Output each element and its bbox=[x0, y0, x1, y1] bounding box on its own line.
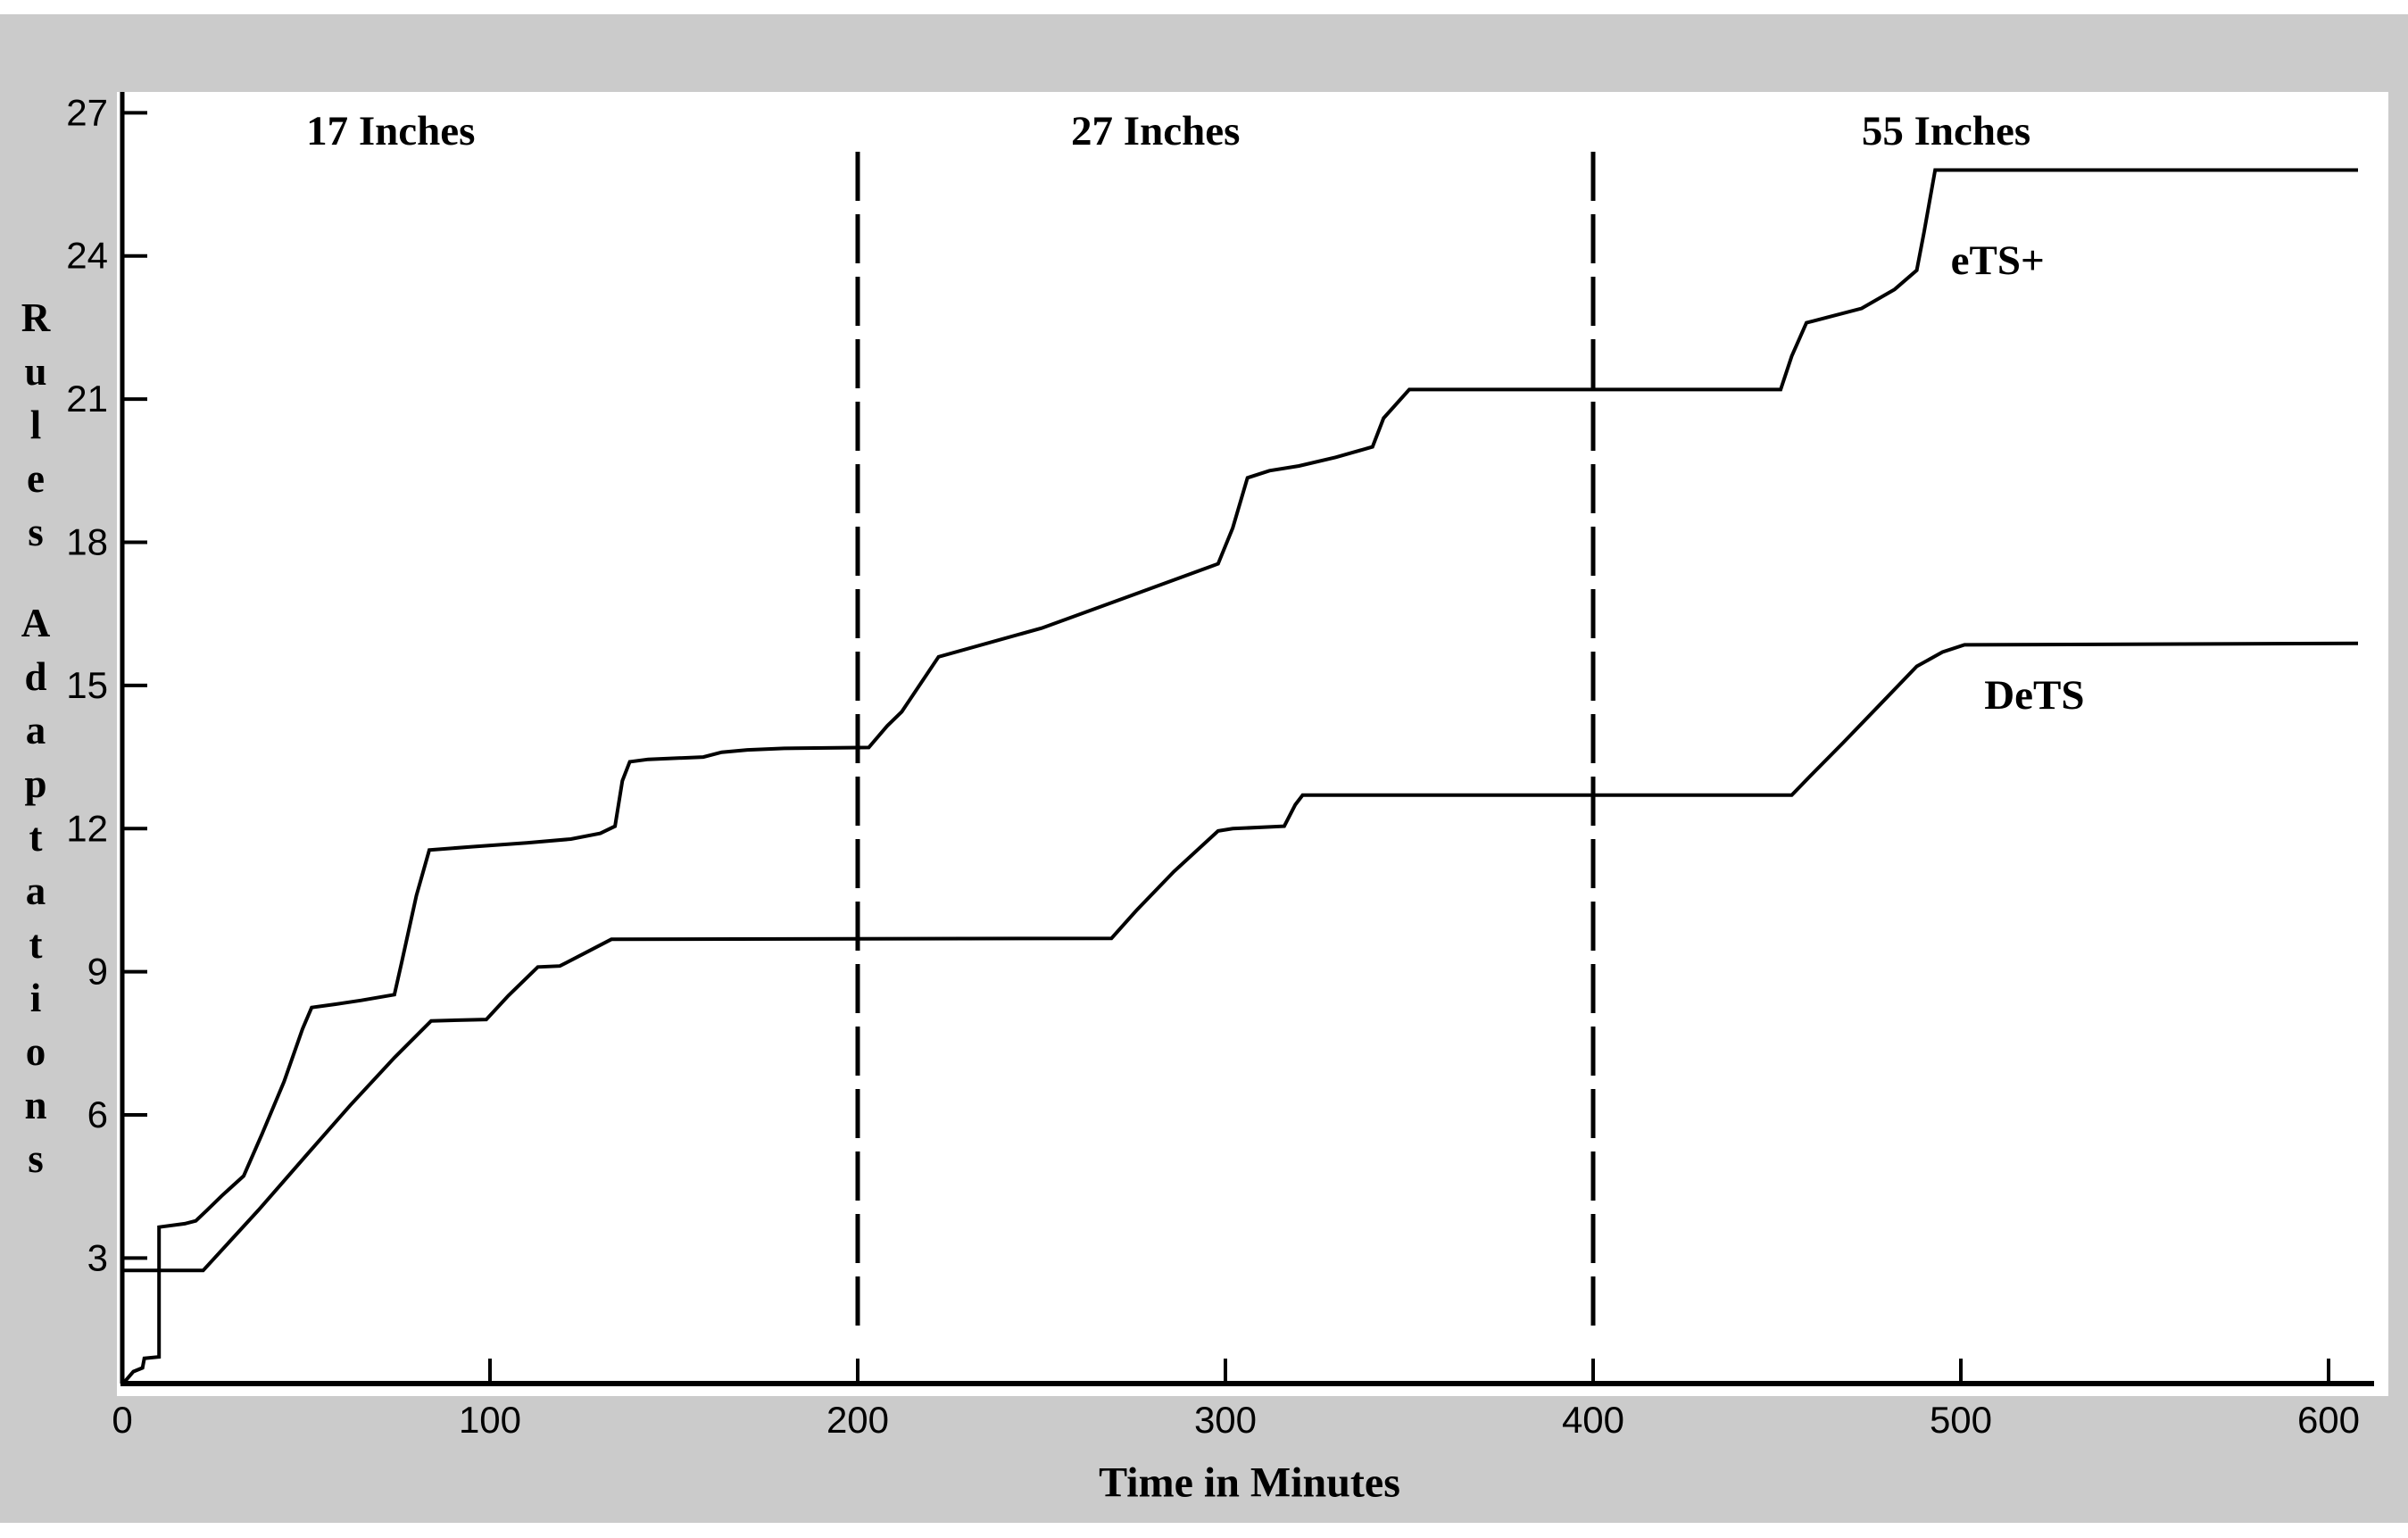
region-label-17-inches: 17 Inches bbox=[306, 108, 476, 154]
top-gray-band bbox=[0, 14, 2408, 92]
y-tick-label: 24 bbox=[66, 235, 108, 277]
y-axis-title-letter: l bbox=[29, 403, 42, 447]
series-label-dets: DeTS bbox=[1984, 671, 2085, 719]
y-tick-label: 27 bbox=[66, 91, 108, 133]
left-gray-band bbox=[0, 14, 117, 1396]
region-divider-lines bbox=[855, 152, 1596, 1332]
series-line-DeTS bbox=[122, 641, 2359, 1273]
axis-ticks bbox=[120, 111, 2330, 1384]
x-axis-title: Time in Minutes bbox=[1099, 1459, 1400, 1507]
axes bbox=[120, 92, 2374, 1386]
series-label-ets-plus: eTS+ bbox=[1950, 237, 2045, 285]
y-axis-title-letter: a bbox=[25, 869, 46, 913]
x-tick-label: 0 bbox=[112, 1399, 132, 1441]
y-axis-title-letter: d bbox=[24, 654, 47, 699]
region-label-55-inches: 55 Inches bbox=[1861, 108, 2031, 154]
region-label-27-inches: 27 Inches bbox=[1071, 108, 1241, 154]
y-tick-label: 15 bbox=[66, 664, 108, 706]
y-axis-title-letter: t bbox=[29, 922, 43, 967]
axis-tick-labels: 3 6 9 12 15 18 21 24 27 0 100 200 300 400 500 600 bbox=[66, 91, 2360, 1441]
y-axis-title-letter: p bbox=[24, 761, 47, 806]
y-axis-title-letter: A bbox=[21, 601, 51, 645]
y-axis-title-letter: s bbox=[28, 1136, 44, 1181]
x-tick-label: 400 bbox=[1562, 1399, 1624, 1441]
bottom-gray-band bbox=[0, 1396, 2408, 1523]
series-line-eTS+ bbox=[120, 168, 2358, 1386]
right-gray-band bbox=[2388, 14, 2408, 1523]
y-axis-title-letter: s bbox=[28, 510, 44, 554]
y-tick-label: 9 bbox=[87, 951, 108, 993]
x-tick-label: 100 bbox=[459, 1399, 521, 1441]
y-axis-title-letter: t bbox=[29, 815, 43, 860]
y-axis-title-letter: e bbox=[27, 456, 45, 501]
y-axis-title-letter: R bbox=[21, 295, 51, 340]
x-tick-label: 200 bbox=[826, 1399, 889, 1441]
y-axis-title-letter: i bbox=[29, 976, 42, 1020]
x-tick-label: 500 bbox=[1930, 1399, 1992, 1441]
y-axis-title-letter: a bbox=[25, 708, 46, 752]
y-tick-label: 6 bbox=[87, 1093, 108, 1135]
y-axis-title-letter: n bbox=[24, 1083, 47, 1127]
data-series-lines bbox=[120, 168, 2359, 1386]
y-tick-label: 21 bbox=[66, 378, 108, 420]
y-tick-label: 3 bbox=[87, 1236, 108, 1278]
y-axis-title-letter: u bbox=[24, 349, 47, 394]
y-axis-title-letter: o bbox=[25, 1029, 46, 1074]
x-tick-label: 300 bbox=[1194, 1399, 1257, 1441]
x-tick-label: 600 bbox=[2297, 1399, 2360, 1441]
y-tick-label: 18 bbox=[66, 521, 108, 563]
y-tick-label: 12 bbox=[66, 807, 108, 849]
